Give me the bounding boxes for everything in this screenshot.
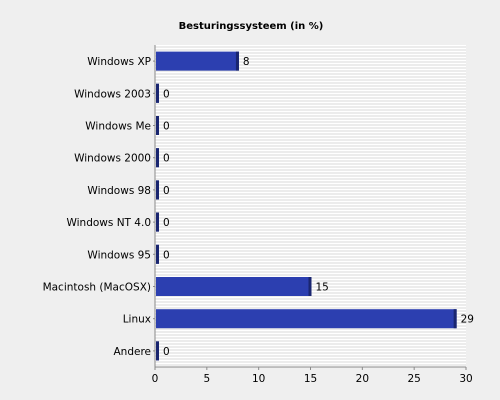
x-tick-label: 0 <box>152 373 159 385</box>
chart-title: Besturingssysteem (in %) <box>179 21 324 32</box>
bar <box>156 277 312 296</box>
bar-edge <box>453 309 457 329</box>
bar-edge <box>156 244 159 264</box>
x-tick-label: 5 <box>203 373 210 385</box>
category-label: Windows Me <box>85 121 151 133</box>
category-label: Linux <box>123 314 151 326</box>
x-tick-label: 30 <box>459 373 472 385</box>
bar-edge <box>156 180 159 200</box>
bar <box>156 309 457 329</box>
x-tick-label: 25 <box>407 373 420 385</box>
bar-edge <box>156 341 159 361</box>
x-tick-label: 10 <box>252 373 265 385</box>
category-label: Macintosh (MacOSX) <box>43 282 151 294</box>
bars <box>156 51 457 361</box>
data-label: 0 <box>163 185 170 197</box>
data-label: 0 <box>163 346 170 358</box>
x-tick-label: 15 <box>304 373 317 385</box>
bar-edge <box>156 83 159 103</box>
category-label: Windows NT 4.0 <box>66 217 151 229</box>
data-label: 29 <box>461 314 474 326</box>
data-label: 0 <box>163 249 170 261</box>
category-label: Windows 2000 <box>74 153 151 165</box>
labels: Windows XP 8 Windows 2003 0 Windows Me 0 Windo… <box>43 56 474 385</box>
bar-edge <box>308 277 312 296</box>
bar-edge <box>156 212 159 232</box>
bar-edge <box>235 51 239 71</box>
data-label: 8 <box>243 56 250 68</box>
bar-edge <box>156 116 159 135</box>
category-label: Windows 95 <box>87 249 151 261</box>
bar-edge <box>156 148 159 168</box>
axes <box>153 45 467 370</box>
data-label: 0 <box>163 88 170 100</box>
data-label: 15 <box>316 282 329 294</box>
category-label: Windows 98 <box>87 185 151 197</box>
data-label: 0 <box>163 217 170 229</box>
category-label: Windows XP <box>87 56 151 68</box>
data-label: 0 <box>163 121 170 133</box>
bar <box>156 51 239 71</box>
category-label: Andere <box>113 346 151 358</box>
data-label: 0 <box>163 153 170 165</box>
category-label: Windows 2003 <box>74 88 151 100</box>
x-tick-label: 20 <box>356 373 369 385</box>
